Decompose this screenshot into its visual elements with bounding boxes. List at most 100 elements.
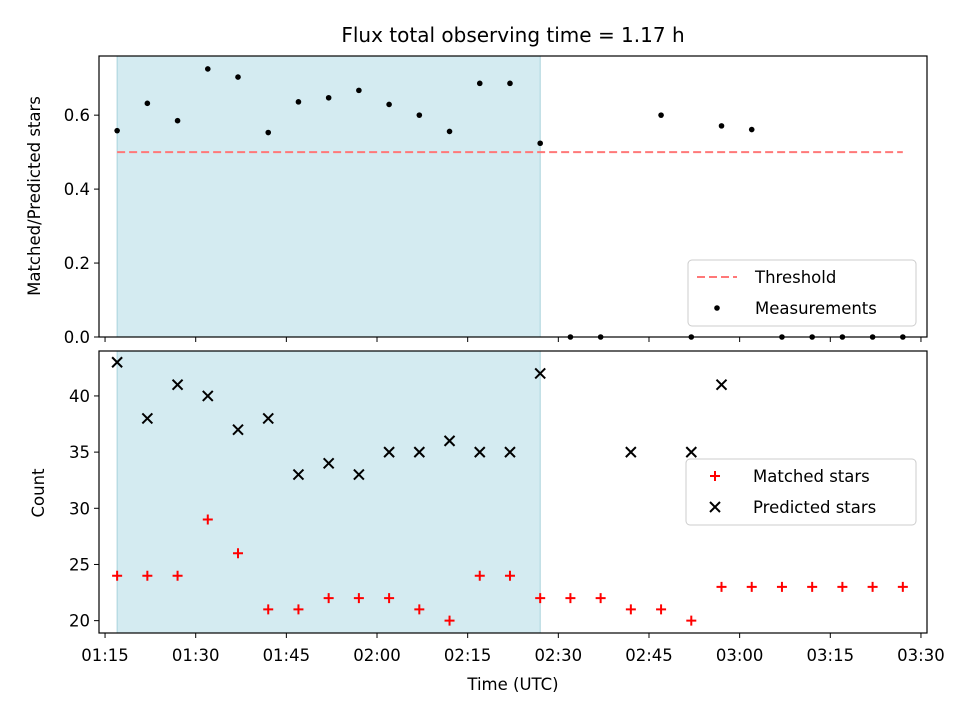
x-tick-label: 02:15 <box>444 646 492 665</box>
legend-measurements-swatch <box>714 305 720 311</box>
top-y-tick-label: 0.4 <box>64 180 90 199</box>
matched-stars-point <box>837 581 848 592</box>
predicted-stars-point <box>262 412 274 425</box>
predicted-stars-point <box>353 468 365 481</box>
legend-predicted-stars-label: Predicted stars <box>753 498 876 517</box>
bottom-y-tick-label: 35 <box>69 443 90 462</box>
matched-stars-point <box>504 570 515 581</box>
top-legend-box <box>687 259 917 327</box>
x-tick-label: 02:45 <box>625 646 673 665</box>
legend-measurements-label: Measurements <box>755 299 877 318</box>
measurement-point <box>295 99 302 105</box>
x-tick-label: 01:30 <box>172 646 220 665</box>
predicted-stars-point <box>413 446 426 458</box>
matched-stars-point <box>746 581 757 592</box>
predicted-stars-point <box>232 423 244 436</box>
measurement-point <box>537 140 543 147</box>
measurement-point <box>265 129 272 136</box>
predicted-stars-point <box>202 390 214 402</box>
predicted-stars-point <box>504 446 516 458</box>
measurement-point <box>416 112 423 118</box>
x-axis-label: Time (UTC) <box>466 675 558 694</box>
matched-stars-point <box>233 548 244 559</box>
matched-stars-point <box>263 604 274 615</box>
matched-stars-point <box>444 615 455 626</box>
x-tick-label: 03:30 <box>897 646 945 665</box>
legend-threshold-label: Threshold <box>754 268 836 287</box>
measurement-point <box>446 128 453 135</box>
bottom-legend-box <box>685 458 917 526</box>
matched-stars-point <box>716 581 727 592</box>
measurement-point <box>658 112 664 118</box>
bottom-legend: Matched stars Predicted stars <box>685 458 917 526</box>
bottom-y-tick-label: 40 <box>69 387 90 406</box>
matched-stars-point <box>142 570 153 581</box>
legend-predicted-stars-swatch <box>709 501 721 513</box>
matched-stars-point <box>897 581 908 592</box>
measurement-point <box>235 74 241 80</box>
matched-stars-point <box>776 581 787 592</box>
predicted-stars-point <box>443 435 456 447</box>
predicted-stars-point <box>141 412 154 425</box>
predicted-stars-point <box>474 446 486 458</box>
measurement-point <box>114 127 120 134</box>
matched-stars-point <box>656 604 667 615</box>
matched-stars-point <box>112 570 123 581</box>
matched-stars-point <box>625 604 636 615</box>
predicted-stars-point <box>685 446 697 458</box>
x-tick-label: 02:30 <box>535 646 583 665</box>
top-legend: Threshold Measurements <box>687 259 917 327</box>
bottom-shaded-region <box>116 350 541 634</box>
top-panel: 0.0 0.2 0.4 0.6 Threshold Measurements <box>64 55 928 347</box>
matched-stars-point <box>474 570 485 581</box>
matched-stars-point <box>686 615 697 626</box>
matched-stars-point <box>323 593 334 604</box>
predicted-stars-point <box>171 378 184 391</box>
measurement-point <box>386 101 392 108</box>
matched-stars-point <box>595 593 606 604</box>
top-y-tick-label: 0.2 <box>64 254 90 273</box>
predicted-stars-point <box>625 446 637 458</box>
chart-title: Flux total observing time = 1.17 h <box>341 23 684 47</box>
measurement-point <box>507 80 513 87</box>
legend-matched-stars-label: Matched stars <box>753 467 870 486</box>
top-axes-frame <box>98 55 928 338</box>
bottom-y-tick-label: 25 <box>69 555 90 574</box>
x-tick-label: 01:45 <box>263 646 311 665</box>
predicted-stars-point <box>534 367 546 380</box>
predicted-stars-point <box>111 356 123 368</box>
matched-stars-point <box>535 593 546 604</box>
predicted-stars-point <box>322 457 335 470</box>
measurement-point <box>174 117 181 124</box>
bottom-y-tick-label: 30 <box>69 499 90 518</box>
x-tick-label: 03:00 <box>716 646 764 665</box>
matched-stars-point <box>565 593 576 604</box>
matched-stars-point <box>414 604 425 615</box>
top-y-axis-label: Matched/Predicted stars <box>25 96 44 296</box>
predicted-stars-point <box>383 446 395 458</box>
measurement-point <box>204 66 211 72</box>
x-tick-label: 02:00 <box>353 646 401 665</box>
bottom-panel: 20 25 30 35 40 01:15 01:30 01:45 02:00 02:15 02:30… <box>69 350 945 665</box>
legend-matched-stars-swatch <box>710 471 720 481</box>
measurement-point <box>718 123 725 129</box>
top-y-tick-label: 0.6 <box>64 106 90 125</box>
bottom-y-tick-label: 20 <box>69 612 90 631</box>
x-tick-label: 01:15 <box>81 646 129 665</box>
measurement-point <box>356 87 362 94</box>
measurement-point <box>476 80 483 87</box>
measurement-point <box>144 100 151 107</box>
predicted-stars-point <box>715 378 728 391</box>
x-tick-label: 03:15 <box>807 646 855 665</box>
matched-stars-point <box>807 581 818 592</box>
predicted-stars-point <box>292 468 305 481</box>
matched-stars-point <box>384 593 395 604</box>
bottom-axes-frame <box>98 350 928 634</box>
matched-stars-point <box>867 581 878 592</box>
top-shaded-region <box>116 55 541 338</box>
matched-stars-point <box>293 604 304 615</box>
bottom-y-axis-label: Count <box>29 468 48 518</box>
matched-stars-point <box>172 570 183 581</box>
top-y-tick-label: 0.0 <box>64 328 90 347</box>
